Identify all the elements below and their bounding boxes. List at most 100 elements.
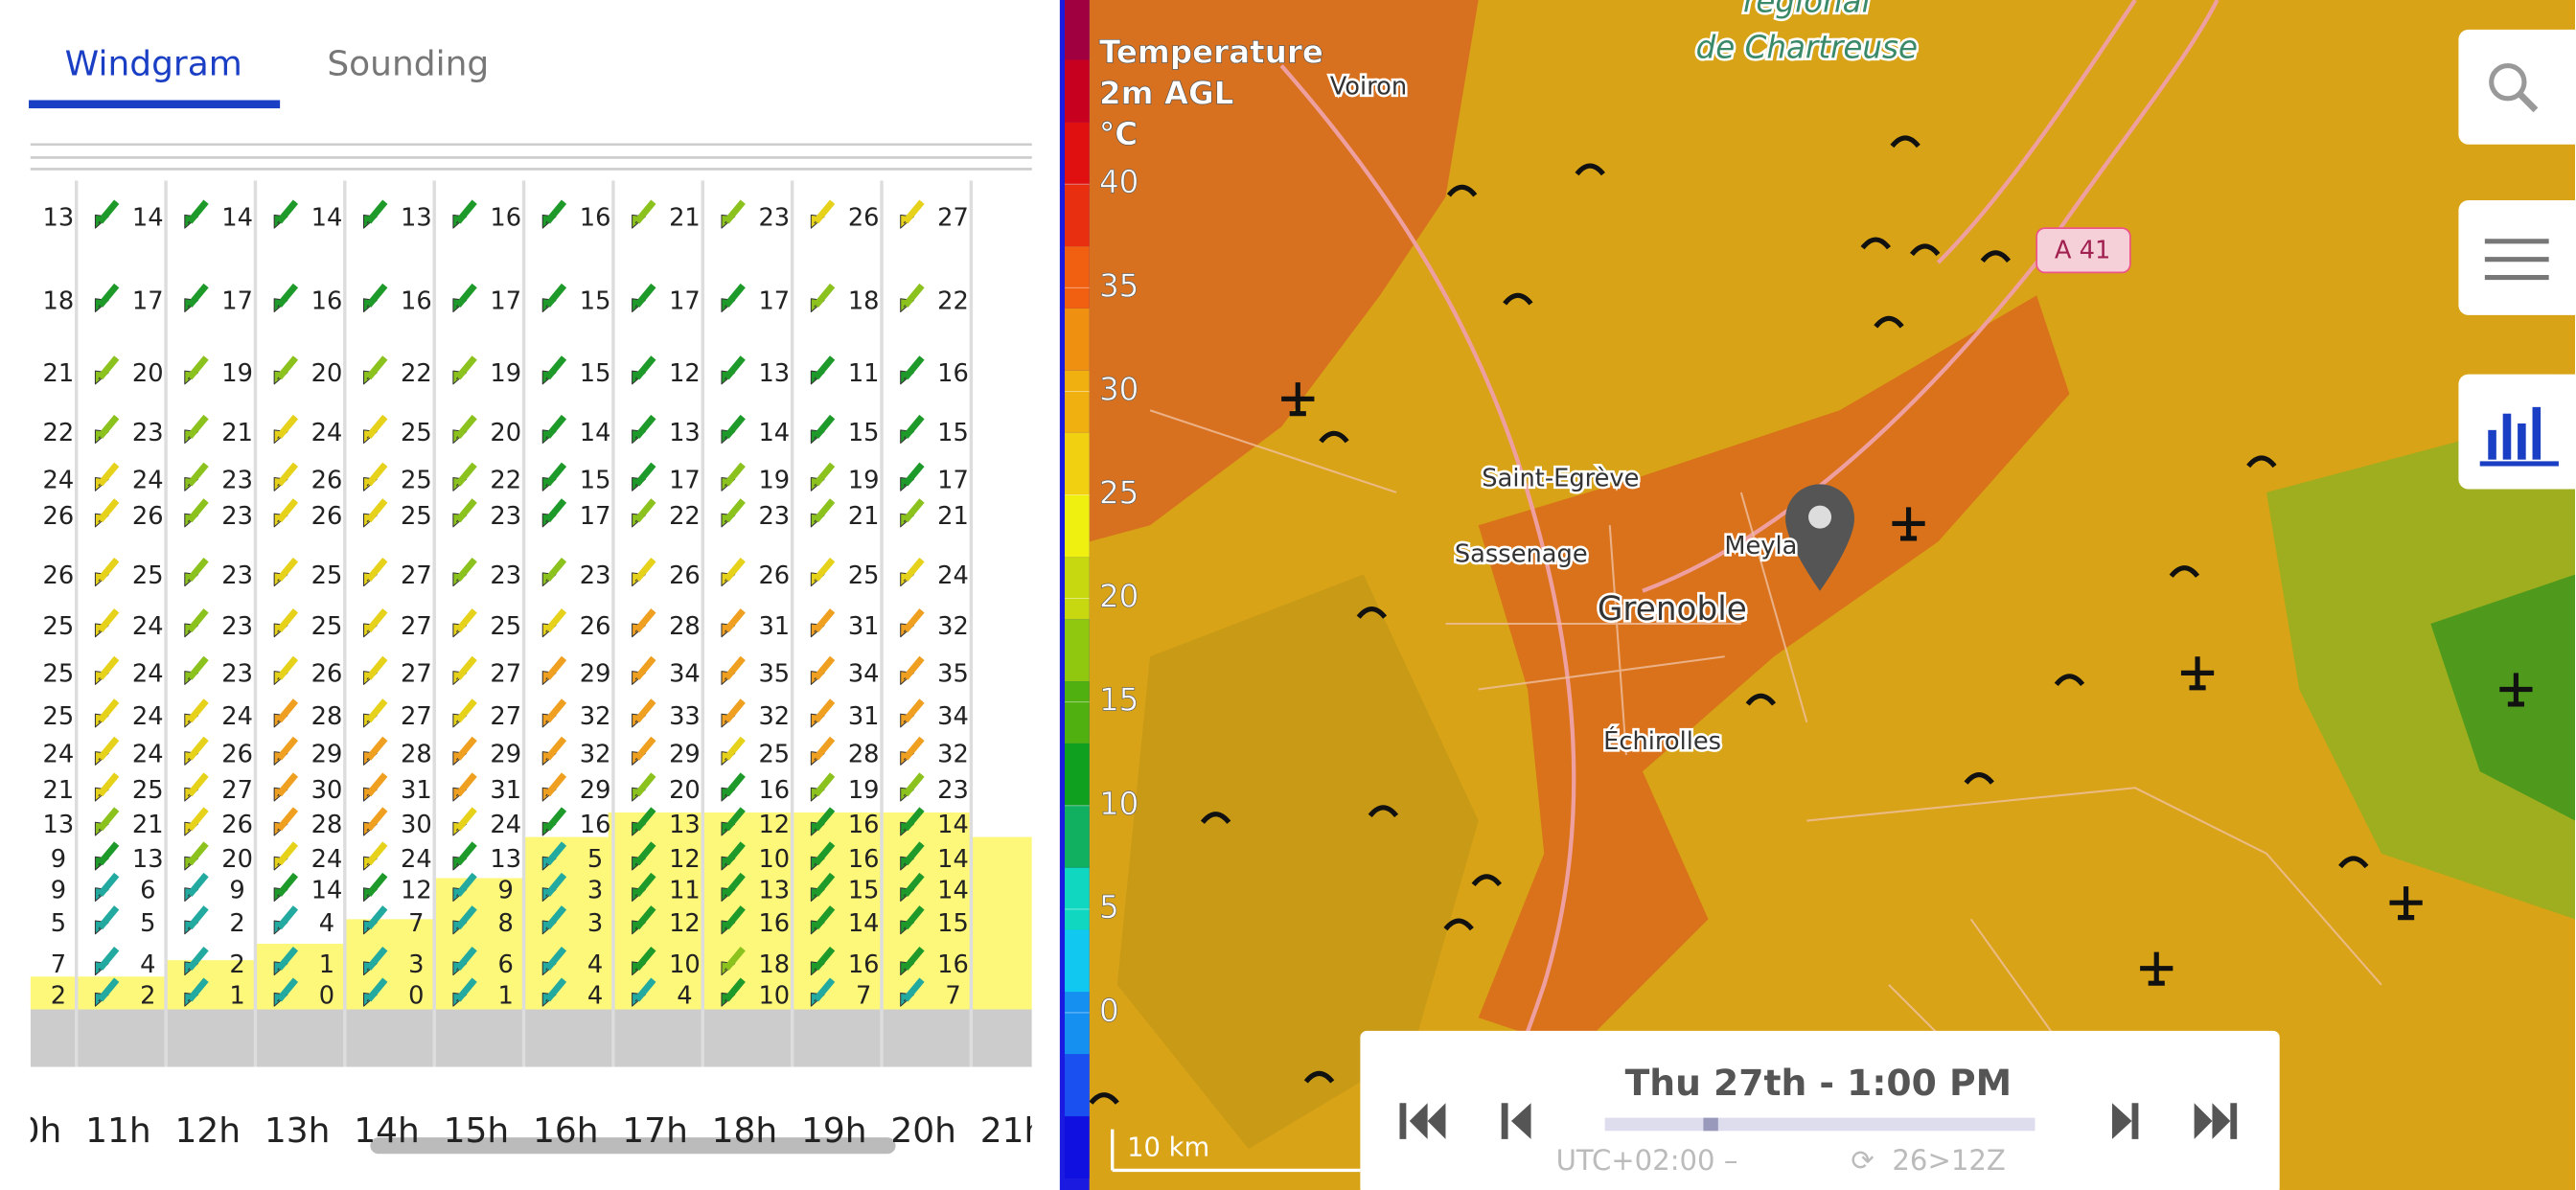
first-button[interactable]	[1399, 1103, 1446, 1139]
wind-speed: 18	[43, 287, 75, 316]
wind-arrow-shaft	[97, 736, 120, 761]
wind-arrow-shaft	[366, 199, 388, 224]
wind-speed: 17	[669, 466, 701, 494]
wind-speed: 27	[490, 660, 521, 689]
wind-arrow-shaft	[97, 772, 120, 797]
wind-arrow-shaft	[813, 414, 836, 439]
wind-arrow-shaft	[187, 905, 209, 930]
paraglider-icon	[2338, 856, 2369, 869]
wind-arrow-shaft	[544, 414, 567, 439]
wind-speed: 25	[490, 612, 521, 641]
wind-arrow-shaft	[366, 608, 388, 633]
wind-arrow-shaft	[724, 698, 746, 723]
wind-speed: 17	[937, 466, 969, 494]
wind-speed: 34	[937, 702, 969, 731]
wind-arrow-shaft	[366, 772, 388, 797]
wind-arrow-shaft	[97, 977, 120, 1002]
wind-arrow-shaft	[366, 946, 388, 971]
wind-arrow-shaft	[813, 977, 836, 1002]
wind-speed: 19	[758, 466, 790, 494]
wind-arrow-shaft	[813, 772, 836, 797]
wind-speed: 26	[43, 561, 75, 590]
wind-speed: 12	[758, 811, 790, 839]
wind-arrow-shaft	[544, 772, 567, 797]
wind-speed: 30	[401, 811, 432, 839]
refresh-icon[interactable]: ⟳	[1851, 1144, 1874, 1177]
search-button[interactable]	[2458, 29, 2576, 145]
map[interactable]: régional de Chartreuse Voiron Saint-Egrève S…	[1059, 0, 2576, 1190]
wind-speed: 15	[848, 877, 880, 905]
wind-speed: 12	[669, 359, 701, 388]
wind-speed: 24	[132, 466, 164, 494]
wind-speed: 24	[132, 612, 164, 641]
wind-arrow-shaft	[813, 199, 836, 224]
wind-speed: 13	[758, 359, 790, 388]
wind-arrow-shaft	[455, 498, 477, 523]
wind-speed: 27	[401, 660, 432, 689]
wind-arrow-shaft	[903, 199, 925, 224]
wind-speed: 24	[43, 466, 75, 494]
wind-arrow-shaft	[276, 557, 299, 582]
wind-arrow-shaft	[97, 283, 120, 308]
wind-arrow-shaft	[455, 608, 477, 633]
wind-speed: 25	[43, 660, 75, 689]
wind-speed: 25	[758, 741, 790, 769]
wind-speed: 20	[669, 776, 701, 805]
wind-arrow-shaft	[724, 498, 746, 523]
map-scale: 10 km	[1127, 1133, 1209, 1163]
colorbar-step	[1065, 805, 1090, 868]
wind-arrow-shaft	[903, 557, 925, 582]
wind-arrow-shaft	[187, 283, 209, 308]
wind-arrow-shaft	[544, 498, 567, 523]
hour-label: 14h	[354, 1111, 420, 1151]
legend-tick-label: 25	[1099, 475, 1138, 512]
next-button[interactable]	[2111, 1103, 2139, 1139]
wind-speed: 27	[401, 612, 432, 641]
legend-tick-label: 10	[1099, 786, 1138, 822]
paraglider-icon	[2169, 565, 2200, 579]
wind-arrow-shaft	[724, 841, 746, 866]
wind-arrow-shaft	[366, 414, 388, 439]
legend-tick-label: 40	[1099, 164, 1138, 200]
wind-speed: 9	[51, 877, 66, 905]
wind-speed: 12	[669, 845, 701, 874]
wind-arrow-shaft	[544, 462, 567, 487]
wind-arrow-shaft	[455, 772, 477, 797]
wind-arrow-shaft	[903, 698, 925, 723]
tab-windgram[interactable]: Windgram	[65, 45, 242, 84]
windgram-button[interactable]	[2458, 374, 2576, 490]
tab-sounding[interactable]: Sounding	[327, 45, 489, 84]
time-slider[interactable]	[1604, 1117, 2036, 1132]
wind-speed: 24	[132, 702, 164, 731]
scrollbar[interactable]	[370, 1137, 896, 1155]
wind-speed: 23	[221, 466, 253, 494]
wind-speed: 14	[311, 877, 343, 905]
wind-arrow-shaft	[634, 355, 656, 380]
wind-arrow-shaft	[97, 498, 120, 523]
wind-speed: 4	[677, 981, 692, 1010]
wind-speed: 3	[587, 877, 603, 905]
wind-speed: 31	[490, 776, 521, 805]
last-button[interactable]	[2194, 1103, 2238, 1139]
wind-arrow-shaft	[276, 772, 299, 797]
wind-speed: 31	[758, 612, 790, 641]
hour-label: 11h	[85, 1111, 151, 1151]
prev-button[interactable]	[1501, 1103, 1531, 1139]
colorbar-step	[1065, 929, 1090, 993]
wind-arrow-shaft	[813, 736, 836, 761]
wind-arrow-shaft	[455, 698, 477, 723]
wind-arrow-shaft	[544, 199, 567, 224]
wind-arrow-shaft	[903, 807, 925, 832]
wind-arrow-shaft	[455, 355, 477, 380]
wind-speed: 3	[587, 909, 603, 938]
wind-arrow-shaft	[187, 841, 209, 866]
location-pin[interactable]	[1785, 484, 1855, 591]
wind-arrow-shaft	[813, 905, 836, 930]
wind-speed: 10	[758, 981, 790, 1010]
wind-speed: 32	[937, 741, 969, 769]
colorbar-step	[1065, 59, 1090, 123]
wind-arrow-shaft	[97, 807, 120, 832]
wind-arrow-shaft	[276, 905, 299, 930]
wind-speed: 27	[221, 776, 253, 805]
